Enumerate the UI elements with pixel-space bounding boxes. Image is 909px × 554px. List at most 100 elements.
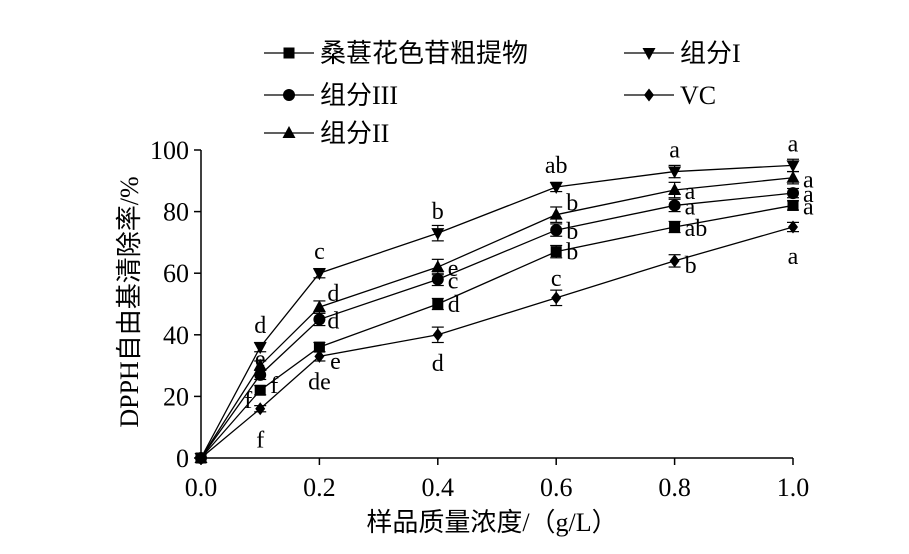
series-line	[200, 204, 794, 459]
x-tick-label: 0.8	[658, 473, 691, 502]
legend-item: VC	[624, 81, 716, 110]
significance-letter: b	[566, 219, 578, 245]
data-point	[313, 313, 326, 326]
data-point	[255, 402, 266, 416]
data-point	[668, 183, 682, 196]
legend-item: 桑葚花色苷粗提物	[264, 39, 528, 68]
y-tick-label: 60	[163, 259, 189, 288]
y-tick-label: 40	[163, 321, 189, 350]
significance-letter: f	[270, 373, 278, 399]
data-point	[551, 291, 562, 305]
data-point	[313, 341, 325, 353]
legend-label: 组分III	[320, 81, 398, 110]
significance-letter: a	[685, 194, 696, 220]
y-axis-label: DPPH自由基清除率/%	[115, 176, 144, 427]
data-point	[787, 187, 799, 200]
data-point	[253, 342, 267, 355]
data-point	[550, 246, 562, 258]
y-tick-label: 80	[163, 198, 189, 227]
data-point	[549, 207, 563, 220]
significance-letter: c	[551, 266, 562, 292]
data-point	[786, 170, 800, 183]
significance-letter: e	[330, 349, 341, 375]
data-point	[312, 300, 326, 313]
data-point	[549, 181, 563, 194]
series-2	[194, 158, 800, 465]
data-point	[668, 199, 681, 212]
significance-letter: a	[685, 179, 696, 205]
significance-letter: c	[314, 239, 325, 265]
data-point	[254, 384, 266, 396]
data-point	[669, 254, 680, 268]
series-4	[196, 220, 799, 465]
x-tick-label: 0.2	[303, 473, 336, 502]
legend-marker	[642, 48, 656, 60]
data-point	[312, 268, 326, 281]
data-point	[431, 228, 445, 241]
legend-item: 组分II	[264, 119, 389, 148]
significance-letter: d	[448, 292, 460, 318]
significance-letter: ab	[685, 216, 708, 242]
y-tick-label: 20	[163, 382, 189, 411]
data-point	[432, 298, 444, 310]
significance-letter: d	[254, 313, 266, 339]
series-5	[194, 170, 800, 463]
data-point	[787, 199, 799, 211]
series-line	[200, 164, 794, 459]
significance-letter: b	[432, 199, 444, 225]
legend-label: 组分I	[680, 39, 741, 68]
significance-letter: a	[788, 244, 799, 270]
significance-letter: d	[327, 308, 339, 334]
legend-label: 桑葚花色苷粗提物	[320, 39, 528, 68]
significance-letter: d	[432, 351, 444, 377]
data-point	[253, 358, 267, 371]
data-point	[550, 224, 563, 237]
legend-marker	[283, 89, 295, 101]
significance-letter: a	[788, 131, 799, 157]
significance-letter: f	[256, 428, 264, 454]
significance-letter: a	[803, 182, 814, 208]
data-point	[668, 166, 682, 179]
data-point	[432, 328, 443, 342]
significance-letter: e	[448, 256, 459, 282]
significance-letter: a	[669, 138, 680, 164]
significance-letter: c	[448, 268, 459, 294]
series-line	[200, 226, 794, 459]
significance-letter: a	[803, 194, 814, 220]
legend-marker	[644, 88, 654, 102]
legend-label: VC	[680, 81, 716, 110]
legend-item: 组分III	[264, 81, 398, 110]
significance-letter: f	[244, 388, 252, 414]
x-tick-label: 1.0	[777, 473, 810, 502]
x-tick-label: 0.4	[422, 473, 455, 502]
significance-letter: b	[566, 240, 578, 266]
data-point	[314, 349, 325, 363]
legend-marker	[283, 47, 295, 59]
y-tick-label: 100	[150, 136, 189, 165]
significance-letter: b	[566, 191, 578, 217]
x-axis-label: 样品质量浓度/（g/L）	[366, 508, 617, 537]
significance-letter: d	[327, 281, 339, 307]
significance-letter: a	[803, 168, 814, 194]
data-point	[788, 220, 798, 234]
x-tick-label: 0.6	[540, 473, 573, 502]
data-point	[431, 273, 444, 286]
data-point	[431, 260, 445, 273]
data-point	[786, 160, 800, 173]
y-tick-label: 0	[176, 444, 189, 473]
x-tick-label: 0.0	[185, 473, 218, 502]
data-point	[669, 221, 681, 233]
significance-letter: ab	[545, 153, 568, 179]
series-3	[195, 187, 799, 464]
axes: 0.0 0.2 0.4 0.6 0.8 1.0 0 20 40 60 80 100	[150, 136, 809, 502]
data-point	[254, 368, 267, 381]
significance-letter: de	[308, 369, 331, 395]
legend-item: 组分I	[624, 39, 741, 68]
significance-letter: b	[685, 253, 697, 279]
legend-marker	[282, 126, 296, 138]
series-1	[195, 199, 799, 464]
